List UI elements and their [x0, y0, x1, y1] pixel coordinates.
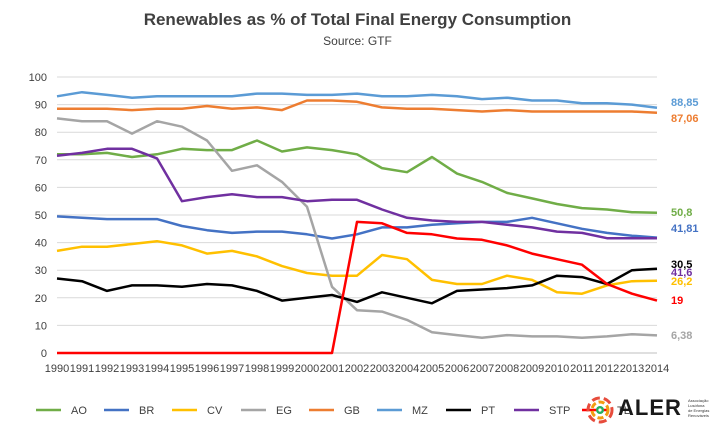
x-tick-label: 2002: [345, 363, 369, 375]
x-tick-label: 1998: [245, 363, 269, 375]
y-tick-label: 40: [35, 238, 47, 250]
x-tick-label: 2010: [545, 363, 569, 375]
y-axis: 0 10 20 30 40 50 60 70 80 90 100: [29, 72, 47, 360]
x-tick-label: 1992: [95, 363, 119, 375]
x-tick-label: 1996: [195, 363, 219, 375]
x-tick-label: 2011: [570, 363, 594, 375]
grid-lines: [57, 76, 657, 354]
y-tick-label: 80: [35, 127, 47, 139]
x-tick-label: 1995: [170, 363, 194, 375]
y-tick-label: 90: [35, 100, 47, 112]
y-tick-label: 100: [29, 72, 47, 84]
x-tick-label: 1994: [145, 363, 169, 375]
x-tick-label: 2003: [370, 363, 394, 375]
legend-label-mz: MZ: [412, 405, 428, 417]
x-tick-label: 1999: [270, 363, 294, 375]
end-label-ao: 50,8: [671, 207, 692, 219]
x-axis: 1990 1991 1992 1993 1994 1995 1996 1997 1998 1999…: [45, 363, 669, 375]
series-line-eg: [56, 117, 658, 340]
aler-emblem-icon: [586, 396, 614, 424]
x-tick-label: 1990: [45, 363, 69, 375]
aler-logo-text: ALER: [618, 395, 682, 420]
x-tick-label: 2014: [645, 363, 669, 375]
series-line-pt: [56, 267, 658, 305]
end-label-stp: 41,6: [671, 267, 692, 279]
x-tick-label: 2013: [620, 363, 644, 375]
x-tick-label: 2012: [595, 363, 619, 375]
end-label-cv: 26,2: [671, 276, 692, 288]
end-labels: 50,8 41,81 26,2 6,38 87,06 88,85 30,541,6 19: [671, 97, 699, 342]
x-tick-label: 1993: [120, 363, 144, 375]
y-tick-label: 0: [41, 348, 47, 360]
legend-label-tl: TL: [617, 405, 630, 417]
y-tick-label: 20: [35, 293, 47, 305]
legend: AO BR CV EG GB MZ PT STP TL: [36, 405, 630, 417]
legend-label-ao: AO: [71, 405, 87, 417]
end-label-tl: 19: [671, 295, 683, 307]
end-label-mz: 88,85: [671, 97, 699, 109]
series-line-tl: [57, 220, 658, 355]
aler-logo: ALER Associação Lusófona de Energias Ren…: [586, 392, 711, 432]
x-tick-label: 2000: [295, 363, 319, 375]
x-tick-label: 2009: [520, 363, 544, 375]
series-lines: [56, 90, 658, 355]
aler-logo-subtext: Associação Lusófona de Energias Renováve…: [688, 398, 710, 418]
legend-label-stp: STP: [549, 405, 570, 417]
legend-label-eg: EG: [276, 405, 292, 417]
x-tick-label: 2004: [395, 363, 419, 375]
y-tick-label: 50: [35, 210, 47, 222]
x-tick-label: 2007: [470, 363, 494, 375]
series-line-stp: [56, 147, 657, 240]
y-tick-label: 60: [35, 182, 47, 194]
chart-subtitle: Source: GTF: [323, 34, 392, 48]
y-tick-label: 30: [35, 265, 47, 277]
y-tick-label: 70: [35, 155, 47, 167]
x-tick-label: 2001: [320, 363, 344, 375]
series-line-cv: [56, 239, 658, 295]
series-line-gb: [57, 99, 658, 114]
legend-label-pt: PT: [481, 405, 495, 417]
end-label-pt: 30,5: [671, 259, 692, 271]
series-line-mz: [56, 90, 658, 110]
x-tick-label: 2006: [445, 363, 469, 375]
legend-label-cv: CV: [207, 405, 223, 417]
x-tick-label: 2008: [495, 363, 519, 375]
legend-label-br: BR: [139, 405, 154, 417]
x-tick-label: 1997: [220, 363, 244, 375]
legend-label-gb: GB: [344, 405, 360, 417]
x-tick-label: 1991: [70, 363, 94, 375]
end-label-br: 41,81: [671, 223, 699, 235]
end-label-eg: 6,38: [671, 330, 692, 342]
x-tick-label: 2005: [420, 363, 444, 375]
series-line-br: [56, 215, 658, 240]
chart-title: Renewables as % of Total Final Energy Co…: [143, 10, 572, 29]
end-label-gb: 87,06: [671, 113, 699, 125]
y-tick-label: 10: [35, 320, 47, 332]
series-line-ao: [57, 139, 658, 215]
